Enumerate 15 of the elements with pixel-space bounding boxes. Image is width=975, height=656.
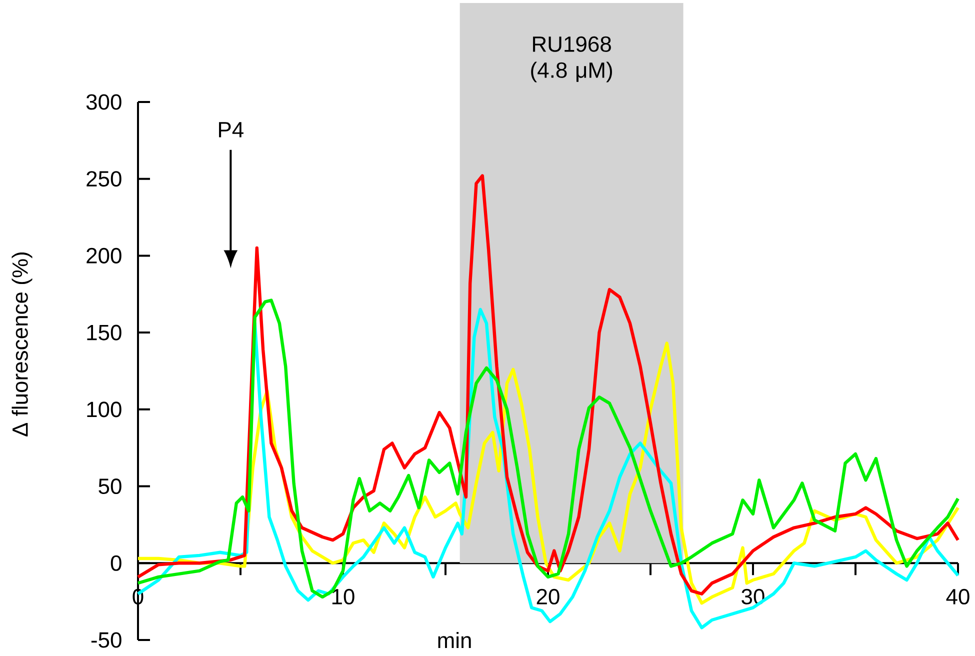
band-label: RU1968 (4.8 μM) xyxy=(531,36,612,82)
y-tick-label: 100 xyxy=(87,402,122,418)
y-tick-label: 250 xyxy=(86,171,122,187)
x-tick-label: 20 xyxy=(536,588,560,604)
x-axis-title: min xyxy=(438,632,471,648)
x-tick-label: 10 xyxy=(332,588,354,604)
y-tick-label: -50 xyxy=(91,632,122,648)
x-tick-label: 40 xyxy=(946,588,970,604)
y-tick-label: 300 xyxy=(86,94,122,110)
y-tick-label: 0 xyxy=(110,555,122,571)
y-axis-title: Δ fluorescence (%) xyxy=(12,252,32,436)
y-tick-label: 150 xyxy=(87,324,122,340)
y-tick-label: 200 xyxy=(86,248,122,264)
annotation: P4 xyxy=(219,122,244,138)
y-tick-label: 50 xyxy=(98,478,122,494)
